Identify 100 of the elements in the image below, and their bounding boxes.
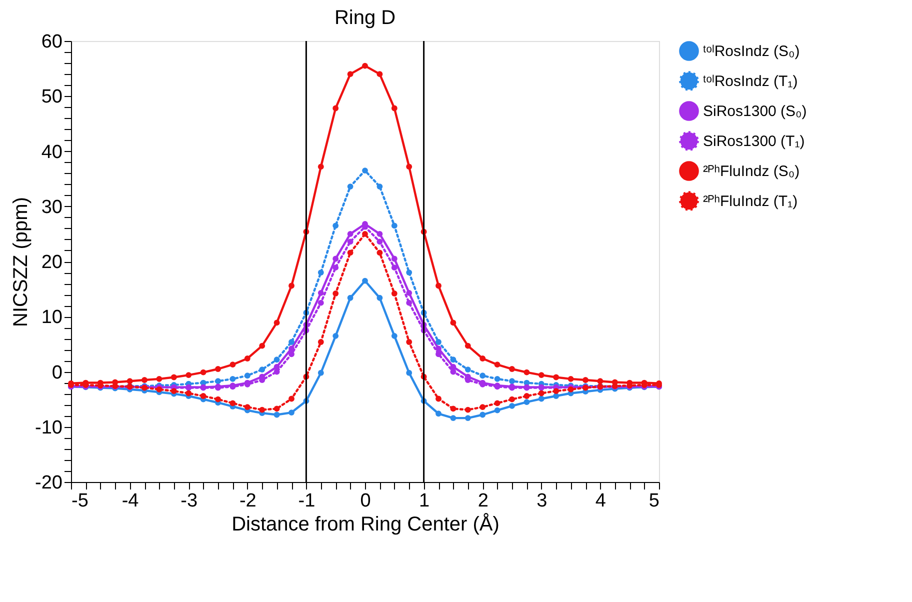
- x-tick-label: 5: [648, 490, 660, 512]
- point: [480, 412, 486, 418]
- point: [406, 300, 412, 306]
- point: [318, 370, 324, 376]
- point: [332, 222, 339, 229]
- point: [318, 300, 324, 306]
- point: [538, 396, 544, 402]
- point: [391, 332, 398, 339]
- point: [318, 164, 324, 170]
- x-tick-label: 3: [536, 490, 548, 512]
- point: [332, 290, 339, 296]
- point: [259, 406, 266, 413]
- y-tick-label: 30: [41, 196, 62, 218]
- point: [215, 378, 221, 384]
- point: [362, 230, 368, 237]
- legend-label: SiRos1300 (T₁): [703, 133, 805, 150]
- point: [450, 406, 456, 412]
- point: [376, 184, 383, 190]
- point: [274, 368, 280, 375]
- point: [318, 290, 324, 296]
- point: [582, 377, 588, 383]
- legend-label: ᵗᵒˡRosIndz (S₀): [703, 43, 800, 60]
- point: [494, 376, 500, 382]
- point: [553, 388, 560, 394]
- point: [288, 339, 294, 345]
- point: [347, 238, 354, 245]
- point: [288, 410, 294, 416]
- point: [464, 415, 471, 422]
- point: [450, 356, 456, 363]
- point: [464, 406, 471, 413]
- point: [274, 412, 280, 418]
- point: [274, 320, 280, 326]
- point: [480, 356, 486, 362]
- point: [230, 362, 236, 368]
- x-tick-label: 2: [478, 490, 488, 512]
- point: [509, 366, 515, 372]
- point: [464, 366, 471, 372]
- point: [362, 278, 368, 284]
- x-tick-label: -1: [298, 490, 316, 512]
- point: [436, 396, 442, 402]
- point: [480, 404, 486, 410]
- point: [288, 346, 294, 352]
- point: [288, 282, 294, 289]
- point: [406, 370, 412, 376]
- point: [347, 230, 354, 237]
- point: [347, 250, 354, 256]
- point: [288, 396, 294, 402]
- point: [509, 402, 515, 409]
- point: [391, 256, 398, 262]
- point: [318, 270, 324, 276]
- point: [553, 393, 560, 399]
- legend-label: SiRos1300 (S₀): [703, 103, 807, 120]
- point: [347, 184, 354, 190]
- y-tick-label: 10: [41, 307, 62, 328]
- point: [494, 407, 500, 414]
- x-axis-title: Distance from Ring Center (Å): [232, 512, 500, 536]
- point: [332, 332, 339, 339]
- point: [391, 105, 398, 112]
- point: [494, 400, 500, 406]
- chart-title: Ring D: [334, 7, 396, 29]
- point: [230, 400, 236, 406]
- point: [244, 356, 250, 362]
- point: [376, 238, 383, 245]
- point: [597, 378, 604, 384]
- y-tick-label: 0: [52, 362, 62, 384]
- y-tick-label: 60: [41, 32, 62, 52]
- point: [362, 62, 368, 69]
- point: [376, 71, 383, 78]
- point: [436, 282, 442, 289]
- point: [376, 250, 383, 256]
- y-tick-label: -10: [35, 417, 62, 438]
- point: [259, 366, 266, 372]
- legend-label: ²ᴾʰFluIndz (S₀): [703, 163, 800, 180]
- point: [406, 290, 412, 296]
- point: [524, 393, 530, 399]
- point: [274, 356, 280, 363]
- point: [553, 374, 560, 380]
- point: [391, 222, 398, 229]
- point: [200, 393, 206, 399]
- point: [244, 404, 250, 410]
- point: [436, 339, 442, 345]
- point: [215, 366, 221, 372]
- point: [142, 377, 148, 383]
- point: [406, 339, 412, 345]
- point: [494, 362, 500, 368]
- point: [450, 368, 456, 375]
- point: [391, 290, 398, 296]
- point: [274, 406, 280, 412]
- point: [244, 372, 250, 379]
- point: [200, 369, 206, 376]
- point: [156, 376, 162, 382]
- x-tick-label: -5: [72, 490, 88, 512]
- point: [332, 256, 339, 262]
- point: [126, 378, 133, 384]
- point: [464, 342, 471, 349]
- point: [406, 270, 412, 276]
- point: [215, 396, 221, 402]
- x-tick-label: -4: [122, 490, 140, 512]
- point: [332, 264, 339, 271]
- x-tick-label: 1: [419, 490, 430, 512]
